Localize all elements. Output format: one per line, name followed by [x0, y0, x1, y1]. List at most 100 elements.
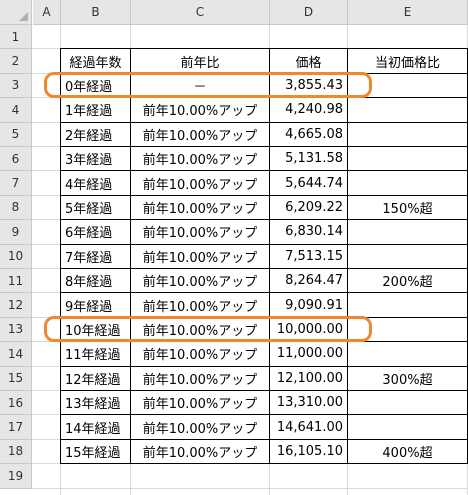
row-header-4[interactable]: 4	[0, 98, 32, 123]
row-header-10[interactable]: 10	[0, 244, 32, 269]
table-cell[interactable]: 前年10.00%アップ	[142, 128, 258, 144]
table-border-h	[61, 390, 467, 391]
table-cell[interactable]: 13年経過	[65, 397, 121, 413]
table-border-h	[61, 146, 467, 147]
table-cell[interactable]	[348, 391, 467, 414]
table-cell[interactable]: 6年経過	[65, 226, 113, 242]
table-cell[interactable]: 前年10.00%アップ	[142, 445, 258, 461]
table-cell[interactable]: 4,240.98	[285, 102, 343, 118]
column-header-e[interactable]: E	[348, 0, 468, 25]
table-cell[interactable]	[348, 342, 467, 365]
table-cell[interactable]	[348, 98, 467, 121]
table-cell[interactable]: 前年10.00%アップ	[142, 323, 258, 339]
table-cell[interactable]: 9,090.91	[285, 297, 343, 313]
table-cell[interactable]: 1年経過	[65, 104, 113, 120]
table-cell[interactable]: 8,264.47	[285, 273, 343, 289]
table-cell[interactable]	[348, 415, 467, 438]
table-cell[interactable]: 5,644.74	[285, 175, 343, 191]
row-header-16[interactable]: 16	[0, 391, 32, 416]
table-border-h	[61, 243, 467, 245]
table-cell[interactable]: 10年経過	[65, 323, 121, 339]
table-cell[interactable]: 前年10.00%アップ	[142, 250, 258, 266]
table-cell[interactable]: 150%超	[382, 201, 433, 217]
table-cell[interactable]: 2年経過	[65, 128, 113, 144]
table-border-v	[60, 48, 61, 465]
table-cell[interactable]	[348, 220, 467, 243]
table-cell[interactable]	[348, 318, 467, 341]
row-header-13[interactable]: 13	[0, 317, 32, 343]
table-header-cell[interactable]: 経過年数	[69, 55, 122, 71]
table-cell[interactable]: －	[193, 79, 207, 95]
table-cell[interactable]: 13,310.00	[276, 395, 343, 411]
table-cell[interactable]: 12,100.00	[276, 370, 343, 386]
row-header-18[interactable]: 18	[0, 439, 32, 465]
table-cell[interactable]: 4,665.08	[285, 126, 343, 142]
table-cell[interactable]: 前年10.00%アップ	[142, 348, 258, 364]
row-header-12[interactable]: 12	[0, 293, 32, 318]
table-cell[interactable]	[348, 245, 467, 268]
column-header-c[interactable]: C	[131, 0, 270, 25]
table-cell[interactable]: 前年10.00%アップ	[142, 226, 258, 242]
table-cell[interactable]: 4年経過	[65, 177, 113, 193]
table-cell[interactable]	[348, 74, 467, 97]
row-header-6[interactable]: 6	[0, 147, 32, 172]
row-header-7[interactable]: 7	[0, 171, 32, 196]
table-cell[interactable]: 200%超	[382, 275, 433, 291]
row-header-9[interactable]: 9	[0, 220, 32, 245]
table-cell[interactable]: 11,000.00	[276, 346, 343, 362]
table-cell[interactable]: 8年経過	[65, 275, 113, 291]
row-header-8[interactable]: 8	[0, 195, 32, 221]
table-cell[interactable]: 14年経過	[65, 421, 121, 437]
row-header-2[interactable]: 2	[0, 49, 32, 74]
table-cell[interactable]	[348, 171, 467, 194]
table-cell[interactable]: 10,000.00	[276, 321, 343, 337]
column-header-d[interactable]: D	[270, 0, 348, 25]
table-cell[interactable]: 前年10.00%アップ	[142, 421, 258, 437]
table-cell[interactable]: 400%超	[382, 445, 433, 461]
row-header-1[interactable]: 1	[0, 25, 32, 50]
table-cell[interactable]	[348, 147, 467, 170]
table-cell[interactable]: 前年10.00%アップ	[142, 177, 258, 193]
row-header-15[interactable]: 15	[0, 366, 32, 391]
row-header-14[interactable]: 14	[0, 342, 32, 367]
row-header-17[interactable]: 17	[0, 415, 32, 440]
column-header-a[interactable]: A	[33, 0, 61, 25]
table-cell[interactable]: 7年経過	[65, 250, 113, 266]
table-cell[interactable]: 6,209.22	[285, 199, 343, 215]
table-cell[interactable]: 7,513.15	[285, 248, 343, 264]
table-border-h	[61, 463, 467, 465]
select-all-corner[interactable]	[0, 0, 32, 25]
table-cell[interactable]: 3,855.43	[285, 77, 343, 93]
row-header-11[interactable]: 11	[0, 269, 32, 294]
table-cell[interactable]: 14,641.00	[276, 419, 343, 435]
table-header-cell[interactable]: 前年比	[180, 55, 220, 71]
table-cell[interactable]	[348, 123, 467, 146]
table-cell[interactable]: 前年10.00%アップ	[142, 153, 258, 169]
table-header-cell[interactable]: 当初価格比	[374, 55, 440, 71]
table-header-cell[interactable]: 価格	[295, 55, 322, 71]
table-cell[interactable]: 3年経過	[65, 153, 113, 169]
table-cell[interactable]: 前年10.00%アップ	[142, 397, 258, 413]
table-cell[interactable]	[348, 293, 467, 316]
row-header-3[interactable]: 3	[0, 73, 32, 99]
table-cell[interactable]: 前年10.00%アップ	[142, 372, 258, 388]
table-cell[interactable]: 15年経過	[65, 445, 121, 461]
table-cell[interactable]: 5年経過	[65, 201, 113, 217]
table-cell[interactable]: 300%超	[382, 372, 433, 388]
row-header-5[interactable]: 5	[0, 122, 32, 147]
table-cell[interactable]: 前年10.00%アップ	[142, 201, 258, 217]
column-header-b[interactable]: B	[61, 0, 131, 25]
table-cell[interactable]: 0年経過	[65, 79, 113, 95]
table-cell[interactable]: 前年10.00%アップ	[142, 275, 258, 291]
table-cell[interactable]: 前年10.00%アップ	[142, 104, 258, 120]
table-cell[interactable]: 6,830.14	[285, 224, 343, 240]
row-header-19[interactable]: 19	[0, 464, 32, 489]
table-cell[interactable]: 16,105.10	[276, 443, 343, 459]
table-cell[interactable]: 前年10.00%アップ	[142, 299, 258, 315]
table-cell[interactable]: 12年経過	[65, 372, 121, 388]
table-border-h	[61, 438, 467, 440]
table-cell[interactable]: 5,131.58	[285, 151, 343, 167]
table-cell[interactable]: 9年経過	[65, 299, 113, 315]
table-cell[interactable]: 11年経過	[65, 348, 121, 364]
table-border-h	[61, 48, 467, 50]
